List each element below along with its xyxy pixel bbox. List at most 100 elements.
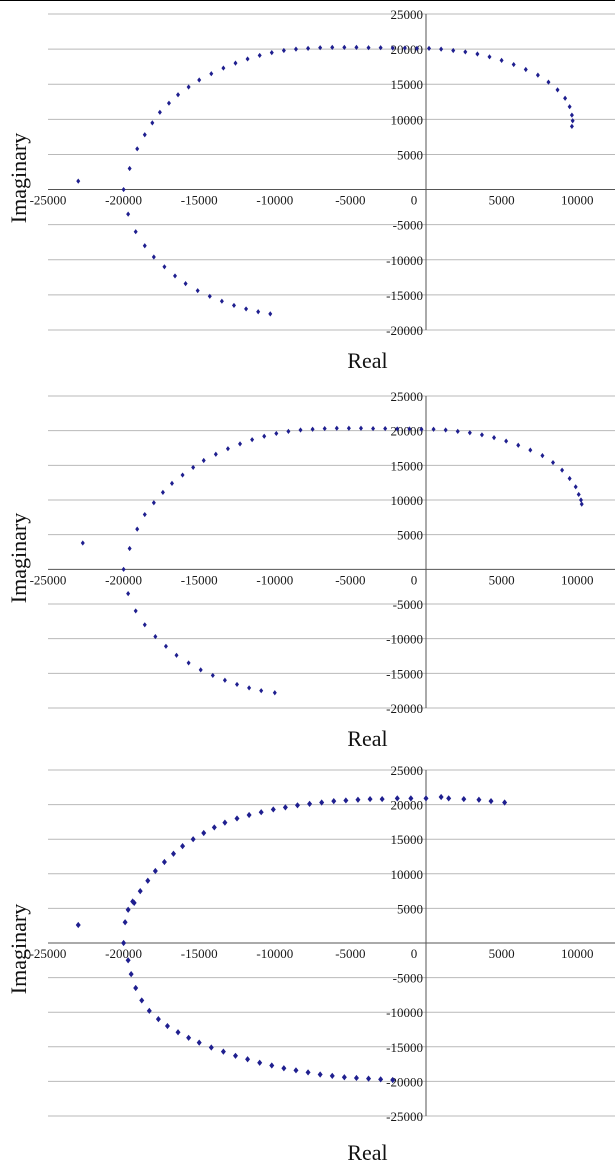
data-point [366,1075,372,1082]
data-point [234,815,240,822]
x-tick-label: -20000 [105,193,142,208]
data-point [221,65,226,71]
data-point [569,123,574,129]
data-point [245,1056,251,1063]
data-point [258,809,264,816]
data-point [152,867,158,875]
x-tick-label: -15000 [181,572,218,587]
data-point [257,52,262,59]
data-point [463,49,468,55]
data-point [461,795,467,803]
data-point [161,858,167,866]
y-tick-label: 5000 [397,528,423,543]
data-point [247,685,252,691]
data-point [573,484,578,490]
data-point [268,311,273,317]
data-point [235,681,239,688]
y-tick-label: 20000 [391,424,424,439]
x-tick-label: -15000 [181,946,218,961]
y-axis-title: Imaginary [6,133,31,223]
data-point [122,919,128,926]
data-point [475,51,480,57]
data-point [164,1022,170,1030]
data-point [207,293,212,299]
data-point [286,428,291,434]
data-point [343,797,349,804]
x-axis-title: Real [347,348,387,373]
data-point [186,84,191,90]
data-point [492,435,497,441]
x-tick-label: -25000 [30,572,67,587]
data-point [269,1062,275,1069]
data-point [211,824,217,831]
data-point [135,526,140,532]
data-point [191,464,196,471]
data-point [281,1065,287,1072]
x-tick-label: 10000 [561,193,594,208]
y-tick-label: 10000 [391,867,424,882]
data-point [371,425,376,432]
data-point [560,467,565,473]
data-point [121,566,126,572]
data-point [157,109,162,115]
data-point [121,939,127,947]
y-tick-label: 15000 [391,77,424,92]
data-point [346,425,351,431]
data-point [567,104,572,110]
data-point [126,211,131,217]
data-point [379,795,385,803]
data-point [222,819,228,826]
data-point [190,836,196,843]
y-tick-label: -15000 [386,288,423,303]
data-point [142,243,147,249]
data-point [213,451,218,457]
data-point [139,997,145,1004]
data-point [142,511,147,518]
data-point [540,453,545,459]
data-point [195,288,200,294]
y-tick-label: -10000 [386,253,423,268]
data-point [133,984,139,992]
x-tick-label: -10000 [256,572,293,587]
data-point [274,430,279,437]
data-point [329,1072,335,1079]
data-point [414,45,419,52]
y-tick-label: 10000 [391,493,424,508]
data-point [173,273,178,279]
data-point [438,793,444,801]
data-point [479,432,484,438]
data-point [244,306,249,312]
x-tick-label: 5000 [489,946,515,961]
chart-panel-2: -25000 -20000 -15000 -10000 -5000 0 5000 10000 2… [6,389,615,751]
y-tick-label: -10000 [386,1005,423,1020]
data-point [535,72,540,78]
data-point [162,264,167,270]
data-point [183,281,188,287]
data-point [196,1039,202,1046]
data-point [145,877,151,884]
data-point [306,45,311,52]
data-point [499,57,504,63]
data-point [431,426,436,432]
chart-panel-1: -25000 -20000 -15000 -10000 -5000 0 5000 10000 2… [6,7,615,373]
data-point [137,888,143,895]
y-tick-label: 25000 [391,389,424,404]
data-point [133,229,138,235]
data-point [180,843,186,850]
data-point [334,425,339,431]
data-point [220,1048,226,1055]
data-point [579,501,584,507]
data-point [175,1029,181,1036]
data-point [270,806,276,813]
data-point [546,79,551,85]
data-point [319,799,325,806]
data-point [272,690,277,696]
data-point [142,622,147,628]
data-point [163,643,168,649]
data-point [197,77,202,83]
data-point [342,44,347,50]
y-tick-label: -5000 [393,971,423,986]
y-tick-label: -5000 [393,597,423,612]
data-point [305,1069,311,1076]
data-point [367,795,373,803]
